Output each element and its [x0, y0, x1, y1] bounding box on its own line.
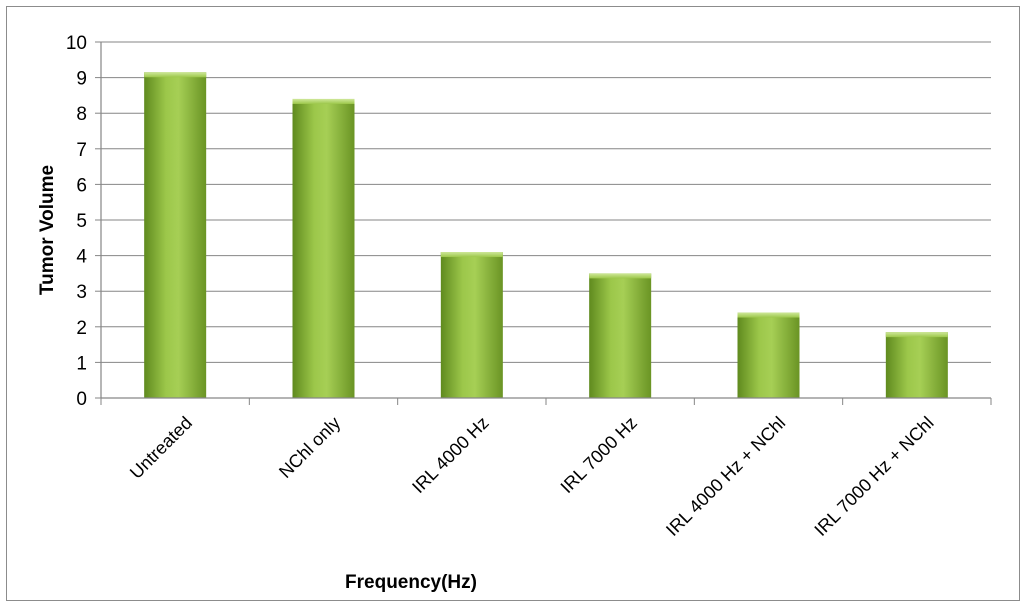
x-tick-label: IRL 7000 Hz: [557, 413, 641, 497]
y-tick-label: 6: [76, 175, 87, 196]
y-tick-label: 8: [76, 104, 87, 125]
x-tick-label: IRL 4000 Hz + NChl: [662, 413, 789, 540]
bar: [589, 273, 652, 398]
y-axis-title: Tumor Volume: [37, 165, 58, 295]
bar-cap: [737, 312, 800, 318]
x-tick-label: IRL 4000 Hz: [408, 413, 492, 497]
bar-body: [144, 72, 207, 398]
bar: [144, 72, 207, 398]
bar-cap: [885, 332, 948, 338]
bar-body: [885, 332, 948, 398]
bar-body: [440, 252, 503, 398]
bar-cap: [440, 252, 503, 258]
bars: [144, 72, 948, 399]
x-tick-label: Untreated: [126, 413, 196, 483]
y-tick-label: 3: [76, 282, 87, 303]
x-tick-label: IRL 7000 Hz + NChl: [810, 413, 937, 540]
x-tick-labels: Untreated NChl only IRL 4000 Hz IRL 7000 Hz…: [126, 413, 938, 540]
y-tick-labels: 0 1 2 3 4 5 6 7 8 9 10: [66, 33, 88, 410]
y-tick-label: 2: [76, 318, 87, 339]
bar-cap: [589, 273, 652, 279]
y-tick-label: 7: [76, 140, 87, 161]
y-tick-label: 9: [76, 69, 87, 90]
bar-body: [589, 273, 652, 398]
gridlines: [95, 41, 992, 405]
bar: [440, 252, 503, 398]
y-tick-label: 10: [66, 33, 87, 54]
y-tick-label: 4: [76, 247, 87, 268]
bar: [737, 312, 800, 398]
y-tick-label: 5: [76, 211, 87, 232]
bar-body: [292, 98, 355, 399]
x-tick-label: NChl only: [275, 413, 344, 482]
bar-body: [737, 312, 800, 398]
bar-cap: [292, 98, 355, 104]
bar-cap: [144, 72, 207, 78]
bar: [292, 98, 355, 399]
x-axis-title: Frequency(Hz): [345, 572, 477, 593]
y-tick-label: 0: [76, 389, 87, 410]
y-tick-label: 1: [76, 353, 87, 374]
bar: [885, 332, 948, 398]
